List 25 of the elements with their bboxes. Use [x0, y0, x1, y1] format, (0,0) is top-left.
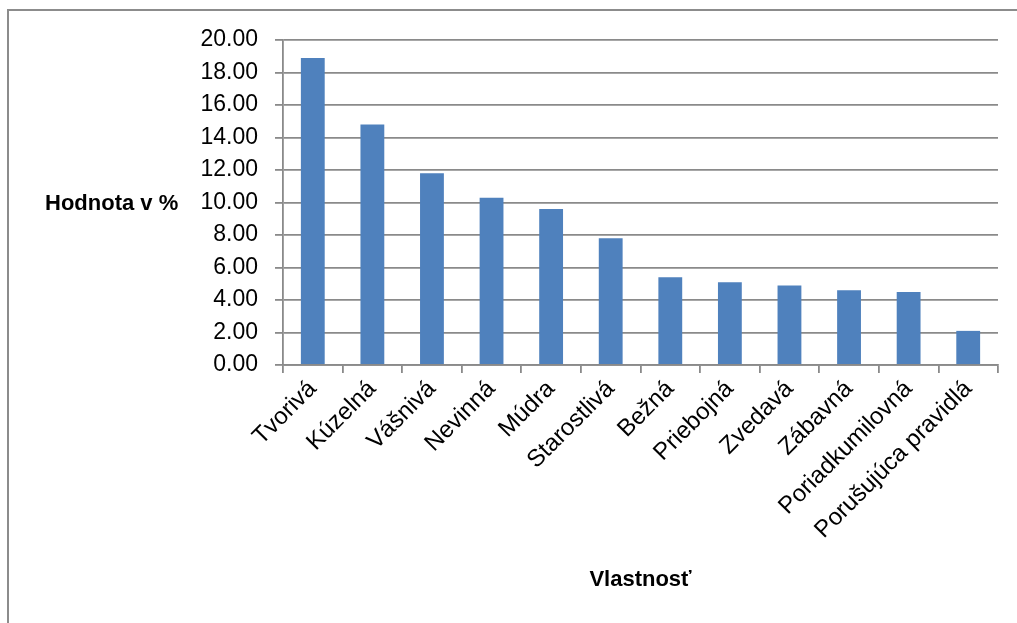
bar [777, 285, 802, 365]
y-tick-label: 10.00 [200, 187, 258, 214]
y-tick-label: 16.00 [200, 90, 258, 117]
x-axis-title: Vlastnosť [588, 566, 693, 592]
bar [837, 290, 861, 365]
y-tick-label: 12.00 [200, 155, 258, 182]
bar [598, 238, 623, 365]
bar [717, 282, 742, 365]
bar [896, 291, 921, 365]
y-tick-label: 14.00 [200, 122, 258, 149]
y-tick-label: 4.00 [213, 285, 258, 312]
bar [479, 197, 504, 365]
y-tick-label: 0.00 [213, 350, 258, 377]
y-tick-label: 20.00 [200, 25, 258, 52]
bar [658, 277, 683, 365]
y-tick-label: 6.00 [213, 252, 258, 279]
bar [420, 173, 444, 365]
bar [539, 209, 564, 365]
bar [956, 330, 981, 365]
y-tick-label: 8.00 [213, 220, 258, 247]
bar [360, 124, 385, 365]
y-tick-label: 2.00 [213, 317, 258, 344]
y-tick-label: 18.00 [200, 57, 258, 84]
bar [300, 57, 325, 365]
y-axis-title: Hodnota v % [45, 190, 179, 216]
